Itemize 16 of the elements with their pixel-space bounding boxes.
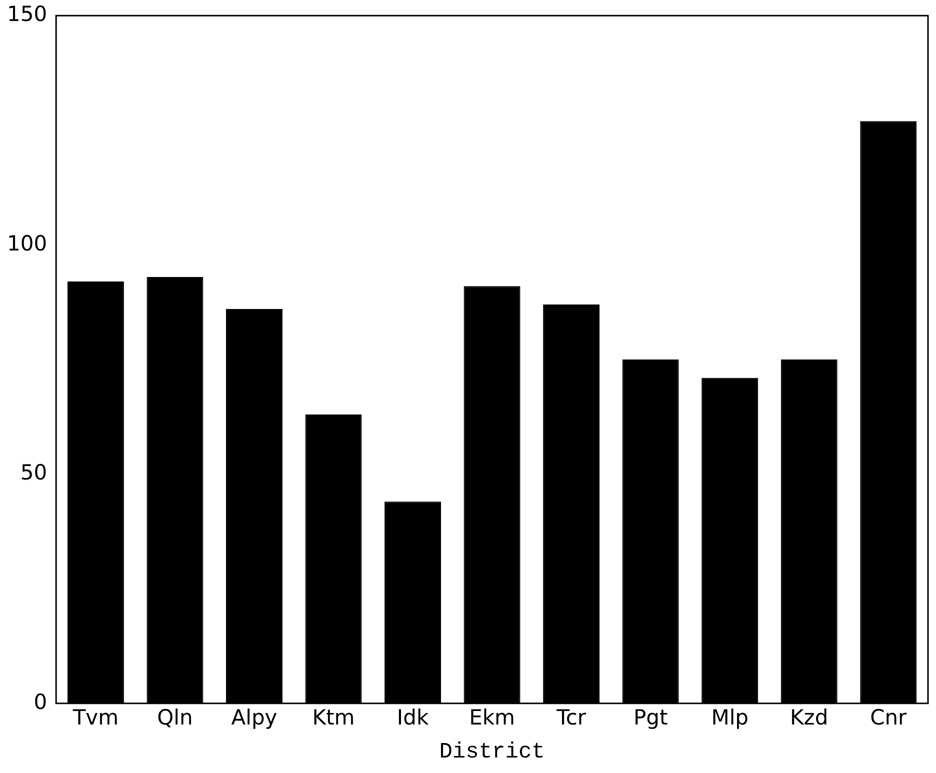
x-tick-label: Idk [396,705,430,730]
x-axis-title: District [439,740,545,765]
x-tick-label: Kzd [790,705,828,730]
y-tick-label: 0 [34,690,48,714]
x-tick-label: Pgt [633,705,668,730]
x-tick-label: Alpy [231,705,278,730]
x-tick-label: Mlp [711,705,748,730]
x-tick-label: Tvm [72,705,119,730]
x-tick-label: Qln [157,705,193,730]
x-tick-label: Cnr [870,705,908,730]
x-tick-label: Tcr [556,705,586,730]
x-tick-label: Ekm [469,705,515,730]
y-tick-label: 100 [6,231,48,256]
y-tick-label: 50 [20,460,48,485]
y-tick-label: 150 [6,2,48,26]
x-tick-label: Ktm [312,705,355,730]
